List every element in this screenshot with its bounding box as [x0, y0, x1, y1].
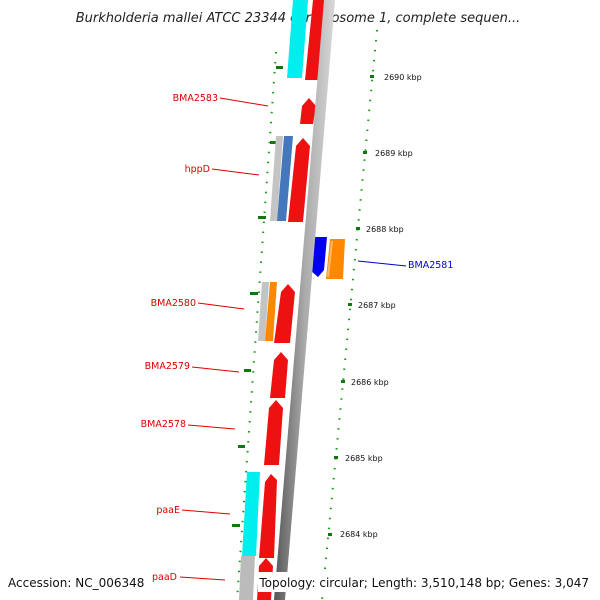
tick-mark — [348, 303, 352, 306]
gene-labels: BMA2583 hppD BMA2580 BMA2579 BMA2578 paa… — [141, 93, 454, 583]
tick-mark — [258, 216, 266, 219]
tick-mark — [276, 66, 283, 69]
leader-line — [211, 168, 260, 176]
tick-mark — [238, 445, 245, 448]
bma2579-arrow[interactable] — [270, 352, 288, 398]
leader-line — [179, 576, 226, 581]
kbp-label: 2689 kbp — [375, 149, 413, 158]
kbp-label: 2685 kbp — [345, 454, 383, 463]
label-leader-lines — [179, 97, 407, 581]
gene-label-hppd[interactable]: hppD — [185, 164, 210, 175]
bma2580-arrow[interactable] — [274, 284, 295, 343]
gene-label-paad[interactable]: paaD — [152, 572, 177, 583]
gene-label-bma2580[interactable]: BMA2580 — [151, 298, 196, 309]
outer-ticks — [328, 75, 374, 536]
cyan-feature[interactable] — [287, 0, 308, 78]
steelblue-feature[interactable] — [277, 136, 293, 221]
kbp-label: 2684 kbp — [340, 530, 378, 539]
tick-mark — [370, 75, 374, 78]
accession-text: Accession: NC_006348 — [8, 576, 144, 590]
tick-mark — [270, 141, 277, 144]
inner-ticks — [232, 66, 283, 527]
paae-arrow[interactable] — [259, 474, 277, 558]
orange-highlight — [327, 241, 333, 277]
leader-line — [197, 302, 245, 310]
inner-feature-ring — [239, 0, 308, 600]
tick-mark — [232, 524, 240, 527]
kbp-labels: 2690 kbp 2689 kbp 2688 kbp 2687 kbp 2686… — [340, 73, 422, 539]
reverse-cds-features — [310, 237, 345, 279]
kbp-label: 2688 kbp — [366, 225, 404, 234]
chromosome-backbone — [274, 0, 335, 600]
tick-mark — [244, 369, 251, 372]
bma2583-arrow[interactable] — [300, 98, 316, 124]
leader-line — [187, 424, 236, 430]
leader-line — [219, 97, 269, 107]
tick-mark — [250, 292, 258, 295]
cyan-feature[interactable] — [242, 472, 260, 556]
topology-text: Topology: circular; Length: 3,510,148 bp… — [258, 576, 589, 590]
tick-mark — [334, 456, 338, 459]
gene-label-bma2578[interactable]: BMA2578 — [141, 419, 186, 430]
gene-label-bma2579[interactable]: BMA2579 — [145, 361, 190, 372]
accession-bg — [0, 572, 124, 592]
bma2578-arrow[interactable] — [264, 400, 283, 465]
tick-mark — [363, 151, 367, 154]
leader-line — [191, 366, 240, 373]
outer-dotted-arc — [321, 29, 378, 600]
kbp-label: 2687 kbp — [358, 301, 396, 310]
hppd-arrow[interactable] — [288, 138, 310, 222]
gray-feature[interactable] — [270, 136, 283, 221]
leader-line — [181, 509, 231, 515]
gene-label-bma2581[interactable]: BMA2581 — [408, 260, 453, 271]
tick-mark — [328, 533, 332, 536]
gene-label-paae[interactable]: paaE — [156, 505, 180, 516]
leader-line — [357, 260, 407, 267]
gray-feature[interactable] — [239, 556, 255, 600]
kbp-label: 2690 kbp — [384, 73, 422, 82]
kbp-label: 2686 kbp — [351, 378, 389, 387]
topology-bg — [258, 572, 600, 592]
orange-feature[interactable] — [265, 282, 277, 341]
gene-label-bma2583[interactable]: BMA2583 — [173, 93, 218, 104]
tick-mark — [356, 227, 360, 230]
gray-feature[interactable] — [258, 282, 269, 341]
tick-mark — [341, 380, 345, 383]
